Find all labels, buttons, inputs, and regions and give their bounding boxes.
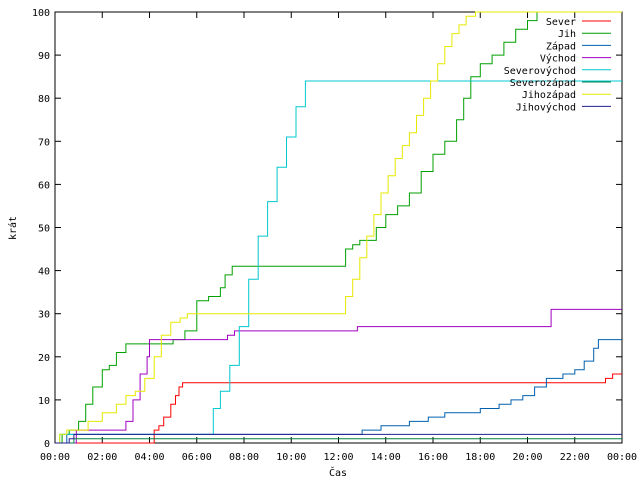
x-tick-label: 18:00 [465,452,495,463]
y-tick-label: 50 [38,224,50,235]
x-tick-label: 20:00 [512,452,542,463]
y-tick-label: 30 [38,310,50,321]
x-tick-label: 08:00 [229,452,259,463]
legend-label: Jihovýchod [516,101,576,113]
legend-label: Západ [546,40,576,52]
series-layer [55,11,622,444]
y-tick-label: 40 [38,267,50,278]
x-tick-label: 14:00 [371,452,401,463]
y-tick-label: 70 [38,137,50,148]
y-tick-label: 90 [38,51,50,62]
y-tick-label: 100 [32,8,50,19]
x-tick-label: 00:00 [607,452,637,463]
x-tick-label: 12:00 [323,452,353,463]
series-line-1 [55,373,622,444]
x-tick-label: 02:00 [87,452,117,463]
y-axis: 0 10 20 30 40 50 60 70 80 90 100 [32,8,622,450]
legend-label: Sever [546,17,576,28]
series-line-7 [55,11,622,444]
y-tick-label: 0 [44,439,50,450]
x-tick-label: 22:00 [560,452,590,463]
legend-label: Severovýchod [504,65,576,77]
x-tick-label: 04:00 [134,452,164,463]
y-tick-label: 20 [38,353,50,364]
x-tick-label: 06:00 [182,452,212,463]
x-tick-label: 10:00 [276,452,306,463]
x-axis: 00:00 02:00 04:00 06:00 08:00 10:00 12:00 14:00… [40,12,637,463]
x-axis-label: Čas [329,466,347,479]
legend-label: Jihozápad [522,89,576,101]
legend: SeverJihZápadVýchodSeverovýchodSeverozáp… [504,17,611,113]
y-tick-label: 10 [38,396,50,407]
legend-label: Východ [540,53,576,65]
series-line-2 [55,11,622,444]
legend-label: Jih [558,29,576,40]
y-tick-label: 60 [38,180,50,191]
series-line-4 [55,308,622,444]
series-line-8 [55,433,622,444]
y-tick-label: 80 [38,94,50,105]
x-tick-label: 00:00 [40,452,70,463]
x-tick-label: 16:00 [418,452,448,463]
y-axis-label: krát [7,216,19,240]
legend-label: Severozápad [510,77,576,89]
